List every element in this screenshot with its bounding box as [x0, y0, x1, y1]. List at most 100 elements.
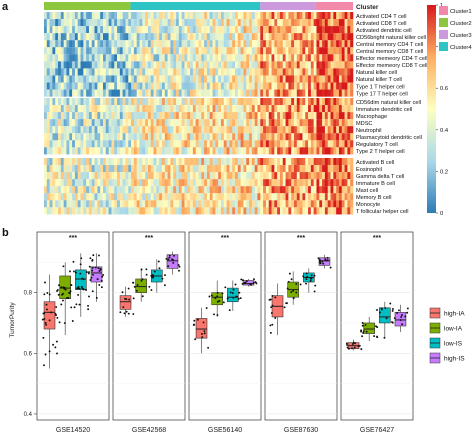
heatmap-cell	[111, 19, 115, 27]
heatmap-cell	[74, 105, 79, 113]
heatmap-cell	[161, 105, 166, 113]
heatmap-cell	[204, 89, 208, 97]
heatmap-cell	[190, 89, 194, 97]
heatmap-cell	[159, 207, 163, 215]
heatmap-cell	[206, 147, 211, 155]
heatmap-cell	[279, 126, 284, 134]
heatmap-cell	[94, 61, 98, 69]
heatmap-cell	[277, 193, 281, 201]
heatmap-cell	[265, 112, 270, 120]
heatmap-cell	[173, 140, 177, 148]
heatmap-cell	[240, 147, 244, 155]
heatmap-cell	[195, 98, 199, 106]
heatmap-cell	[97, 12, 101, 20]
heatmap-cell	[243, 165, 247, 173]
heatmap-cell	[204, 112, 208, 120]
heatmap-cell	[147, 179, 152, 187]
heatmap-cell	[212, 33, 216, 41]
heatmap-cell	[108, 133, 112, 141]
heatmap-cell	[302, 179, 306, 187]
heatmap-cell	[58, 61, 62, 69]
heatmap-cell	[198, 26, 202, 34]
heatmap-cell	[220, 40, 225, 48]
heatmap-cell	[268, 40, 272, 48]
heatmap-cell	[313, 54, 317, 62]
heatmap-cell	[125, 98, 129, 106]
heatmap-cell	[330, 200, 334, 208]
heatmap-cell	[195, 33, 199, 41]
heatmap-cell	[305, 54, 309, 62]
heatmap-cell	[257, 193, 261, 201]
heatmap-cell	[308, 179, 312, 187]
heatmap-cell	[44, 61, 48, 69]
heatmap-cell	[322, 133, 326, 141]
heatmap-cell	[305, 158, 309, 166]
heatmap-cell	[249, 98, 253, 106]
colorbar-tick-label: 0.4	[440, 128, 449, 134]
data-point	[216, 314, 219, 316]
heatmap-cell	[105, 26, 109, 34]
heatmap-cell	[105, 33, 109, 41]
heatmap-cell	[288, 207, 292, 215]
heatmap-cell	[271, 82, 275, 90]
heatmap-cell	[288, 12, 292, 20]
heatmap-cell	[102, 82, 107, 90]
heatmap-cell	[350, 26, 354, 34]
heatmap-cell	[190, 47, 194, 55]
heatmap-cell	[206, 140, 211, 148]
heatmap-cell	[226, 172, 230, 180]
heatmap-cell	[44, 89, 48, 97]
heatmap-cell	[308, 158, 312, 166]
heatmap-cell	[249, 158, 253, 166]
heatmap-cell	[223, 40, 227, 48]
heatmap-cell	[167, 98, 171, 106]
heatmap-cell	[308, 119, 312, 127]
heatmap-cell	[176, 40, 180, 48]
heatmap-cell	[145, 193, 149, 201]
heatmap-cell	[206, 68, 211, 76]
data-point	[92, 254, 95, 257]
heatmap-cell	[294, 40, 298, 48]
heatmap-cell	[153, 33, 157, 41]
data-point	[45, 323, 47, 326]
heatmap-cell	[117, 158, 121, 166]
data-point	[82, 288, 85, 291]
heatmap-cell	[285, 158, 289, 166]
heatmap-cell	[108, 47, 112, 55]
heatmap-cell	[344, 112, 348, 120]
data-point	[314, 284, 317, 287]
heatmap-cell	[330, 105, 334, 113]
heatmap-cell	[322, 105, 326, 113]
heatmap-cell	[58, 193, 62, 201]
heatmap-cell	[66, 68, 70, 76]
heatmap-cell	[201, 75, 205, 83]
heatmap-cell	[178, 133, 182, 141]
heatmap-cell	[324, 200, 329, 208]
heatmap-cell	[204, 61, 208, 69]
heatmap-cell	[201, 89, 205, 97]
heatmap-cell	[243, 126, 247, 134]
heatmap-cell	[299, 82, 303, 90]
heatmap-cell	[333, 12, 337, 20]
data-point	[153, 270, 156, 273]
heatmap-cell	[265, 105, 270, 113]
heatmap-cell	[268, 47, 272, 55]
heatmap-cell	[324, 105, 329, 113]
data-point	[348, 347, 350, 350]
heatmap-cell	[139, 19, 143, 27]
heatmap-cell	[229, 47, 233, 55]
heatmap-cell	[91, 82, 95, 90]
significance-label: ***	[297, 235, 305, 242]
heatmap-cell	[63, 54, 67, 62]
heatmap-cell	[232, 112, 236, 120]
data-point	[269, 298, 272, 301]
heatmap-cell	[105, 126, 109, 134]
heatmap-cell	[294, 112, 298, 120]
data-point	[305, 282, 307, 285]
heatmap-cell	[66, 82, 70, 90]
data-point	[271, 304, 274, 307]
heatmap-cell	[324, 47, 329, 55]
heatmap-cell	[164, 186, 168, 194]
heatmap-cell	[330, 165, 334, 173]
